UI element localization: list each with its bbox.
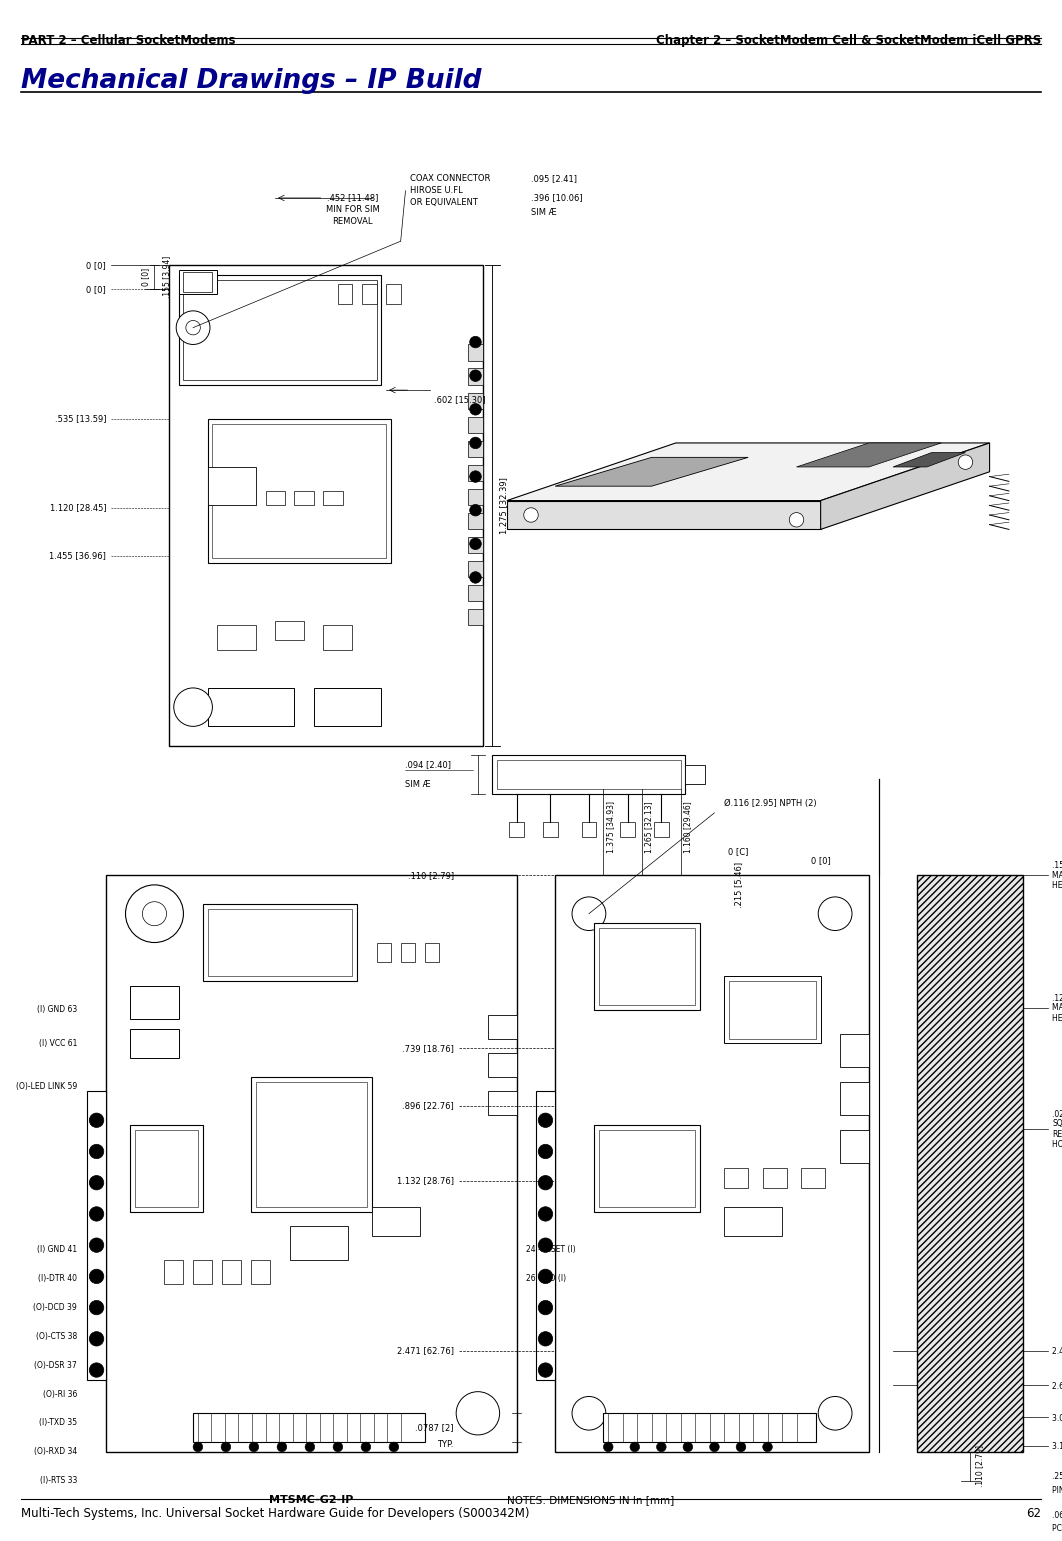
Circle shape: [469, 336, 481, 348]
Bar: [468, 393, 483, 410]
Text: SIM Æ: SIM Æ: [406, 780, 431, 789]
Bar: [468, 584, 483, 601]
Bar: [603, 1413, 816, 1442]
Text: 0 [0]: 0 [0]: [810, 857, 830, 866]
Text: 1.275 [32.39]: 1.275 [32.39]: [499, 478, 509, 533]
Bar: [620, 823, 635, 837]
Circle shape: [142, 901, 167, 926]
Bar: [468, 368, 483, 385]
Text: (O)-CTS 38: (O)-CTS 38: [36, 1331, 78, 1341]
Bar: [313, 687, 381, 726]
Text: 0 [0]: 0 [0]: [86, 285, 106, 294]
Text: .020 [0.51] ±.001"
SQUARE
RECOMMENDED
HOLE SIZE .035": .020 [0.51] ±.001" SQUARE RECOMMENDED HO…: [1052, 1110, 1062, 1150]
Bar: [193, 1413, 425, 1442]
Text: PART 2 – Cellular SocketModems: PART 2 – Cellular SocketModems: [21, 34, 236, 48]
Bar: [468, 464, 483, 481]
Bar: [218, 626, 256, 649]
Bar: [468, 416, 483, 433]
Bar: [724, 1168, 749, 1188]
Bar: [207, 687, 294, 726]
Text: 1.375 [34.93]: 1.375 [34.93]: [605, 801, 615, 854]
Circle shape: [389, 1442, 398, 1452]
Text: .896 [22.76]: .896 [22.76]: [402, 1102, 453, 1111]
Bar: [543, 823, 558, 837]
Text: (I) GND 63: (I) GND 63: [37, 1005, 78, 1014]
Bar: [468, 441, 483, 458]
Circle shape: [538, 1301, 552, 1314]
Bar: [729, 982, 816, 1039]
Text: 2.471 [62.76]: 2.471 [62.76]: [1052, 1347, 1062, 1356]
Bar: [178, 274, 381, 385]
Bar: [594, 923, 700, 1009]
Bar: [256, 1082, 366, 1207]
Bar: [468, 513, 483, 530]
Text: HIROSE U.FL: HIROSE U.FL: [410, 186, 463, 196]
Text: .452 [11.48]: .452 [11.48]: [327, 194, 378, 202]
Text: 0 [C]: 0 [C]: [729, 846, 749, 855]
Circle shape: [538, 1270, 552, 1284]
Text: 26 GND (I): 26 GND (I): [526, 1274, 566, 1284]
Bar: [840, 1034, 869, 1068]
Text: NOTES: DIMENSIONS IN In [mm]: NOTES: DIMENSIONS IN In [mm]: [507, 1495, 674, 1504]
Bar: [169, 265, 483, 746]
Bar: [131, 1125, 203, 1211]
Circle shape: [524, 509, 538, 522]
Bar: [87, 1091, 106, 1379]
Circle shape: [709, 1442, 719, 1452]
Circle shape: [603, 1442, 613, 1452]
Circle shape: [361, 1442, 371, 1452]
Text: .095 [2.41]: .095 [2.41]: [531, 174, 577, 183]
Text: 0 [0]: 0 [0]: [140, 268, 150, 287]
Circle shape: [538, 1331, 552, 1345]
Bar: [324, 492, 343, 505]
Bar: [840, 1082, 869, 1116]
Text: (I)-TXD 35: (I)-TXD 35: [39, 1418, 78, 1427]
Text: MTSMC-G2-IP: MTSMC-G2-IP: [269, 1495, 354, 1504]
Text: (I)-DTR 40: (I)-DTR 40: [38, 1274, 78, 1284]
Bar: [251, 1077, 372, 1211]
Polygon shape: [893, 453, 965, 467]
Circle shape: [538, 1113, 552, 1128]
Circle shape: [789, 513, 804, 527]
Text: (I)-RTS 33: (I)-RTS 33: [40, 1476, 78, 1486]
Bar: [510, 823, 524, 837]
Circle shape: [89, 1145, 104, 1159]
Text: 1.160 [29.46]: 1.160 [29.46]: [683, 801, 692, 854]
Text: .215 [5.46]: .215 [5.46]: [734, 861, 743, 908]
Circle shape: [958, 455, 973, 470]
Text: REMOVAL: REMOVAL: [332, 217, 373, 227]
Text: Multi-Tech Systems, Inc. Universal Socket Hardware Guide for Developers (S000342: Multi-Tech Systems, Inc. Universal Socke…: [21, 1507, 530, 1519]
Bar: [468, 609, 483, 626]
Text: 3.150 [80.01]: 3.150 [80.01]: [1052, 1441, 1062, 1450]
Bar: [763, 1168, 787, 1188]
Circle shape: [538, 1176, 552, 1190]
Circle shape: [469, 538, 481, 550]
Bar: [840, 1130, 869, 1163]
Bar: [599, 1130, 696, 1207]
Bar: [266, 492, 285, 505]
Circle shape: [572, 1396, 605, 1430]
Bar: [387, 285, 400, 304]
Bar: [222, 1259, 241, 1284]
Bar: [425, 943, 440, 962]
Circle shape: [469, 370, 481, 382]
Bar: [468, 561, 483, 578]
Text: MIN FOR SIM: MIN FOR SIM: [326, 205, 379, 214]
Bar: [207, 467, 256, 505]
Circle shape: [630, 1442, 639, 1452]
Bar: [685, 764, 705, 784]
Bar: [207, 419, 391, 562]
Bar: [582, 823, 596, 837]
Text: .094 [2.40]: .094 [2.40]: [406, 760, 451, 769]
Circle shape: [125, 885, 184, 943]
Text: .0787 [2]: .0787 [2]: [415, 1424, 453, 1432]
Bar: [918, 875, 1024, 1452]
Bar: [487, 1091, 516, 1116]
Text: .126 [3.20]
MAX. COMP.
HEIGHT BOTTOM: .126 [3.20] MAX. COMP. HEIGHT BOTTOM: [1052, 992, 1062, 1023]
Text: .253 [6.43] ±.015": .253 [6.43] ±.015": [1052, 1472, 1062, 1481]
Text: .535 [13.59]: .535 [13.59]: [55, 415, 106, 424]
Circle shape: [538, 1237, 552, 1253]
Circle shape: [736, 1442, 746, 1452]
Bar: [555, 875, 869, 1452]
Circle shape: [277, 1442, 287, 1452]
